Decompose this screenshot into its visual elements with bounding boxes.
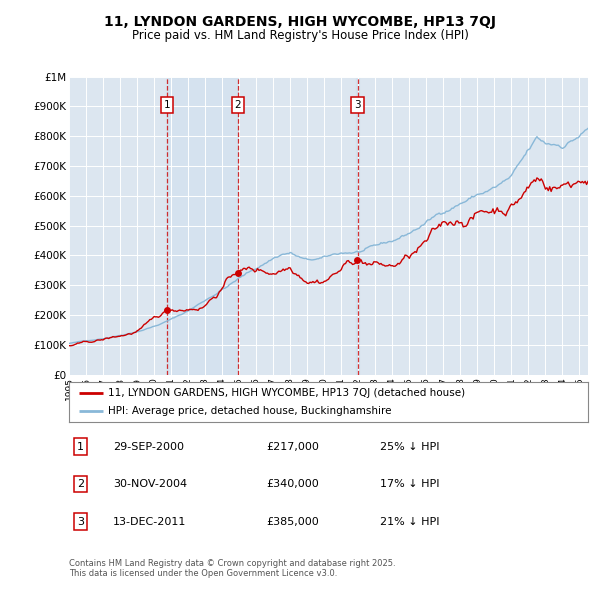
Text: 13-DEC-2011: 13-DEC-2011 (113, 517, 187, 527)
Text: 11, LYNDON GARDENS, HIGH WYCOMBE, HP13 7QJ (detached house): 11, LYNDON GARDENS, HIGH WYCOMBE, HP13 7… (108, 388, 465, 398)
Bar (167, 77, 238, 375)
Text: 1: 1 (164, 100, 170, 110)
Text: 1: 1 (77, 441, 84, 451)
Text: 30-NOV-2004: 30-NOV-2004 (113, 479, 187, 489)
Text: £385,000: £385,000 (266, 517, 319, 527)
Text: Contains HM Land Registry data © Crown copyright and database right 2025.
This d: Contains HM Land Registry data © Crown c… (69, 559, 395, 578)
Text: 3: 3 (77, 517, 84, 527)
Text: 3: 3 (354, 100, 361, 110)
Text: 2: 2 (77, 479, 84, 489)
Text: 29-SEP-2000: 29-SEP-2000 (113, 441, 184, 451)
Text: £217,000: £217,000 (266, 441, 319, 451)
Text: 21% ↓ HPI: 21% ↓ HPI (380, 517, 440, 527)
Text: Price paid vs. HM Land Registry's House Price Index (HPI): Price paid vs. HM Land Registry's House … (131, 30, 469, 42)
Text: £340,000: £340,000 (266, 479, 319, 489)
Bar (356, 77, 359, 375)
Text: 2: 2 (235, 100, 241, 110)
Text: 25% ↓ HPI: 25% ↓ HPI (380, 441, 440, 451)
Text: 17% ↓ HPI: 17% ↓ HPI (380, 479, 440, 489)
Text: 11, LYNDON GARDENS, HIGH WYCOMBE, HP13 7QJ: 11, LYNDON GARDENS, HIGH WYCOMBE, HP13 7… (104, 15, 496, 29)
Text: HPI: Average price, detached house, Buckinghamshire: HPI: Average price, detached house, Buck… (108, 406, 391, 416)
